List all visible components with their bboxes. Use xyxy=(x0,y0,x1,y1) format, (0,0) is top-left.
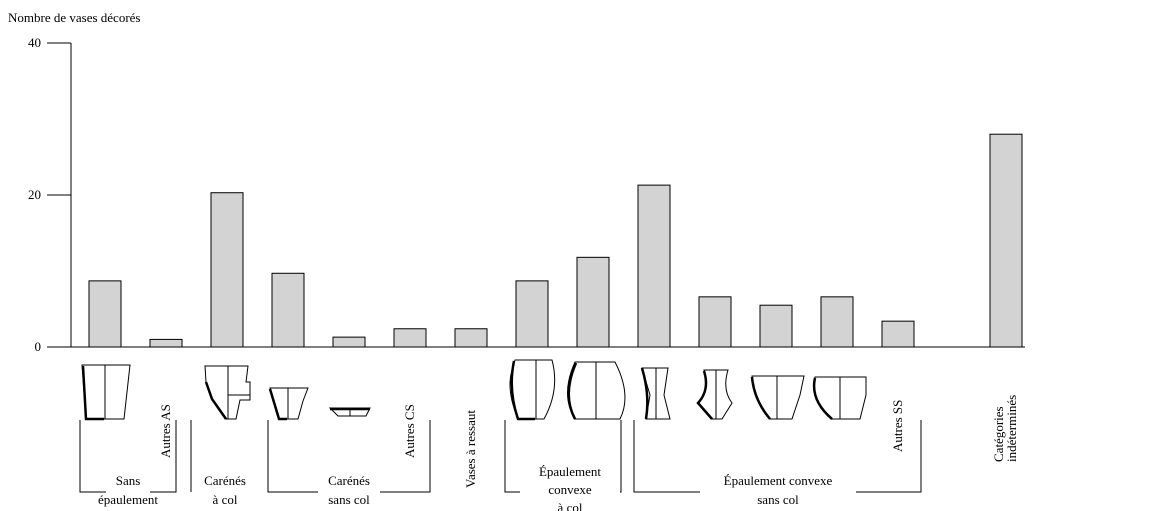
group-label: épaulement xyxy=(98,492,158,507)
group-label: sans col xyxy=(328,492,370,507)
group-label: à col xyxy=(558,500,583,511)
bar xyxy=(149,338,183,348)
vase-profiles xyxy=(81,359,867,421)
group-label: Épaulement convexe xyxy=(724,473,833,488)
group-label: Carénés xyxy=(328,473,370,488)
y-tick-label: 40 xyxy=(28,35,41,50)
group-label: convexe xyxy=(548,482,592,497)
group-label: Carénés xyxy=(204,473,246,488)
bar xyxy=(271,272,305,348)
group-label: sans col xyxy=(757,492,799,507)
bar xyxy=(637,184,671,348)
bar xyxy=(393,328,427,348)
bar xyxy=(881,320,915,348)
x-tick-label: Vases à ressaut xyxy=(463,410,478,488)
bar xyxy=(332,336,366,348)
bar xyxy=(759,304,793,348)
y-axis-label: Nombre de vases décorés xyxy=(8,10,140,25)
bar xyxy=(576,256,610,348)
group-label: Sans xyxy=(116,473,141,488)
y-tick-label: 0 xyxy=(35,339,42,354)
bar xyxy=(88,280,122,348)
group-label: Épaulement xyxy=(539,464,601,479)
group-brackets xyxy=(79,420,922,493)
bar xyxy=(515,280,549,348)
bar xyxy=(698,296,732,348)
bar xyxy=(454,328,488,348)
bar xyxy=(820,296,854,348)
bar xyxy=(989,133,1023,348)
group-label: à col xyxy=(213,492,238,507)
bar xyxy=(210,192,244,348)
x-tick-label: Autres AS xyxy=(158,404,173,458)
x-tick-label: Catégoriesindéterminés xyxy=(991,395,1019,462)
x-tick-label: Autres SS xyxy=(890,400,905,452)
x-tick-label: Autres CS xyxy=(402,404,417,458)
y-tick-label: 20 xyxy=(28,187,41,202)
